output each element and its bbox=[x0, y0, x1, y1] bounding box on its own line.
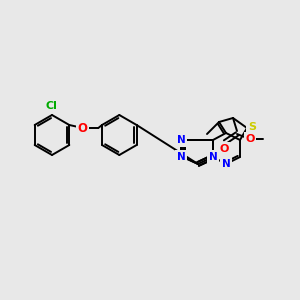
Text: Cl: Cl bbox=[45, 101, 57, 111]
Text: N: N bbox=[177, 152, 185, 162]
Text: S: S bbox=[248, 122, 256, 132]
Text: O: O bbox=[245, 134, 255, 144]
Text: N: N bbox=[177, 135, 185, 145]
Text: O: O bbox=[77, 122, 87, 134]
Text: N: N bbox=[222, 159, 230, 169]
Text: O: O bbox=[219, 144, 229, 154]
Text: N: N bbox=[208, 152, 217, 162]
